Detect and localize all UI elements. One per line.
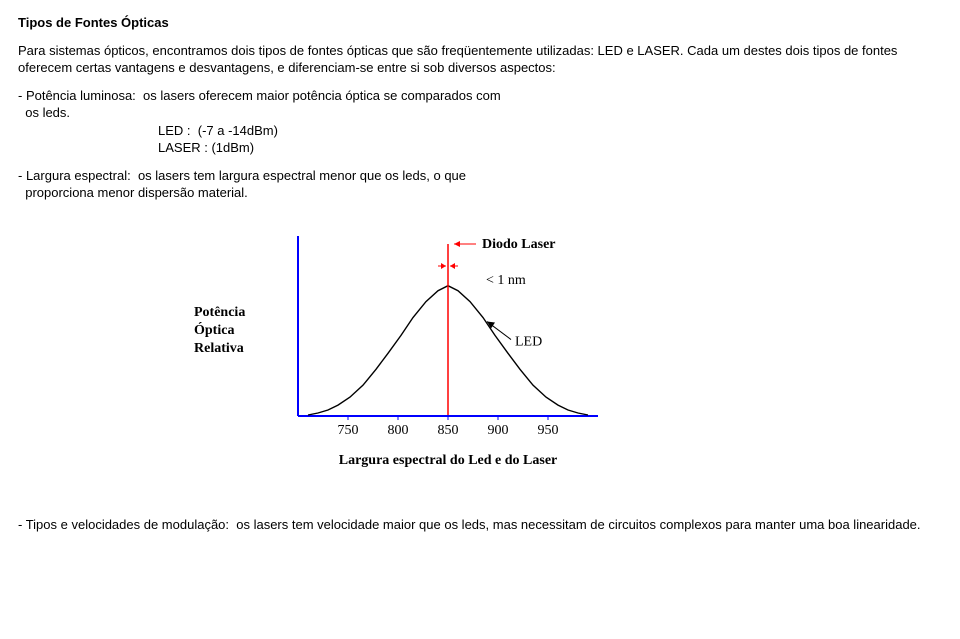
page-title: Tipos de Fontes Ópticas xyxy=(18,14,942,32)
paragraph-intro: Para sistemas ópticos, encontramos dois … xyxy=(18,42,942,77)
svg-text:900: 900 xyxy=(488,423,509,438)
potencia-laser: LASER : (1dBm) xyxy=(158,139,942,157)
svg-text:Potência: Potência xyxy=(194,305,245,320)
largura-line1: - Largura espectral: os lasers tem largu… xyxy=(18,167,942,185)
bullet-modulacao: - Tipos e velocidades de modulação: os l… xyxy=(18,516,942,534)
svg-text:LED: LED xyxy=(515,334,542,349)
potencia-led: LED : (-7 a -14dBm) xyxy=(158,122,942,140)
svg-text:Diodo Laser: Diodo Laser xyxy=(482,237,556,252)
svg-text:950: 950 xyxy=(538,423,559,438)
spectrum-chart: 750 800 850 900 950 < 1 nm Diodo Laser LED Potên… xyxy=(178,216,942,486)
potencia-line2: os leds. xyxy=(18,104,942,122)
svg-text:850: 850 xyxy=(438,423,459,438)
largura-line2: proporciona menor dispersão material. xyxy=(18,184,942,202)
svg-text:750: 750 xyxy=(338,423,359,438)
svg-text:800: 800 xyxy=(388,423,409,438)
potencia-line1: - Potência luminosa: os lasers oferecem … xyxy=(18,87,942,105)
svg-text:Óptica: Óptica xyxy=(194,321,234,338)
bullet-largura: - Largura espectral: os lasers tem largu… xyxy=(18,167,942,202)
svg-text:Largura espectral do Led e do: Largura espectral do Led e do Laser xyxy=(339,453,558,468)
svg-text:Relativa: Relativa xyxy=(194,341,244,356)
svg-text:< 1 nm: < 1 nm xyxy=(486,273,526,288)
bullet-potencia: - Potência luminosa: os lasers oferecem … xyxy=(18,87,942,157)
